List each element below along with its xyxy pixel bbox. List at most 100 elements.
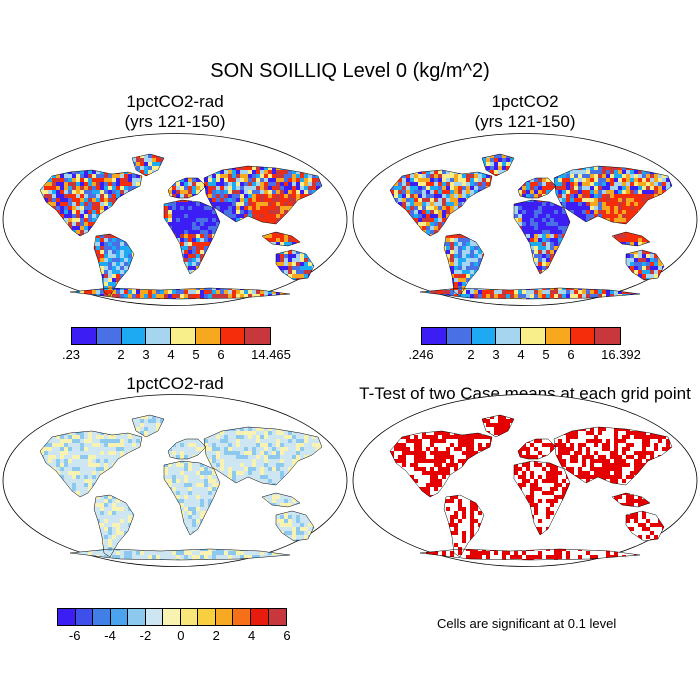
map-cell	[200, 226, 205, 231]
map-cell	[108, 194, 113, 199]
map-cell	[116, 278, 121, 283]
map-cell	[112, 238, 117, 243]
map-cell	[264, 170, 269, 175]
map-cell	[534, 226, 539, 231]
map-cell	[522, 226, 527, 231]
map-cell	[292, 270, 297, 275]
map-cell	[522, 202, 527, 207]
map-cell	[180, 234, 185, 239]
map-cell	[40, 290, 45, 295]
map-cell	[272, 182, 277, 187]
map-cell	[466, 266, 471, 271]
map-cell	[276, 262, 281, 267]
map-cell	[260, 218, 265, 223]
map-cell	[658, 174, 663, 179]
map-cell	[56, 198, 61, 203]
map-cell	[204, 246, 209, 251]
map-cell	[534, 262, 539, 267]
map-cell	[104, 262, 109, 267]
map-cell	[252, 178, 257, 183]
map-cell	[558, 230, 563, 235]
map-cell	[260, 290, 265, 295]
map-cell	[312, 154, 317, 159]
map-cell	[534, 222, 539, 227]
map-cell	[654, 258, 659, 263]
map-cell	[446, 182, 451, 187]
map-cell	[176, 186, 181, 191]
map-cell	[104, 206, 109, 211]
map-cell	[590, 202, 595, 207]
map-cell	[320, 278, 322, 283]
map-cell	[518, 218, 523, 223]
map-cell	[320, 166, 322, 171]
map-cell	[304, 194, 309, 199]
map-cell	[582, 198, 587, 203]
map-cell	[320, 282, 322, 287]
map-cell	[566, 202, 571, 207]
map-cell	[634, 238, 639, 243]
map-cell	[268, 206, 273, 211]
map-cell	[108, 178, 113, 183]
map-cell	[534, 190, 539, 195]
map-cell	[60, 174, 65, 179]
map-cell	[398, 182, 403, 187]
map-cell	[172, 194, 177, 199]
map-cell	[308, 158, 313, 163]
map-cell	[590, 198, 595, 203]
map-cell	[228, 198, 233, 203]
map-cell	[514, 218, 519, 223]
map-cell	[272, 234, 277, 239]
map-cell	[164, 210, 169, 215]
map-cell	[76, 230, 81, 235]
map-cell	[458, 266, 463, 271]
map-cell	[574, 198, 579, 203]
map-cell	[92, 194, 97, 199]
map-cell	[72, 226, 77, 231]
map-cell	[634, 186, 639, 191]
map-cell	[430, 194, 435, 199]
map-cell	[320, 154, 322, 159]
map-cell	[280, 206, 285, 211]
map-cell	[92, 190, 97, 195]
map-cell	[88, 186, 93, 191]
map-cell	[264, 166, 269, 171]
map-cell	[418, 206, 423, 211]
map-cell	[80, 214, 85, 219]
map-cell	[288, 266, 293, 271]
map-cell	[582, 218, 587, 223]
map-cell	[670, 266, 672, 271]
map-cell	[192, 214, 197, 219]
map-cell	[422, 218, 427, 223]
map-cell	[80, 218, 85, 223]
map-cell	[542, 182, 547, 187]
map-cell	[256, 298, 261, 299]
map-cell	[268, 198, 273, 203]
map-cell	[558, 234, 563, 239]
map-cell	[458, 242, 463, 247]
map-cell	[284, 258, 289, 263]
map-cell	[244, 190, 249, 195]
map-cell	[638, 242, 643, 247]
map-cell	[582, 202, 587, 207]
map-cell	[614, 202, 619, 207]
map-cell	[610, 170, 615, 175]
map-cell	[654, 262, 659, 267]
coastline-greenland	[131, 153, 165, 177]
map-cell	[188, 182, 193, 187]
map-cell	[300, 266, 305, 271]
map-cell	[240, 290, 245, 295]
map-cell	[84, 194, 89, 199]
map-cell	[164, 214, 169, 219]
map-cell	[288, 178, 293, 183]
map-cell	[288, 242, 293, 247]
map-cell	[80, 186, 85, 191]
map-cell	[622, 198, 627, 203]
map-cell	[248, 190, 253, 195]
map-cell	[112, 254, 117, 259]
map-cell	[300, 174, 305, 179]
map-cell	[602, 198, 607, 203]
map-cell	[256, 190, 261, 195]
map-cell	[216, 190, 221, 195]
map-cell	[522, 214, 527, 219]
map-cell	[260, 198, 265, 203]
